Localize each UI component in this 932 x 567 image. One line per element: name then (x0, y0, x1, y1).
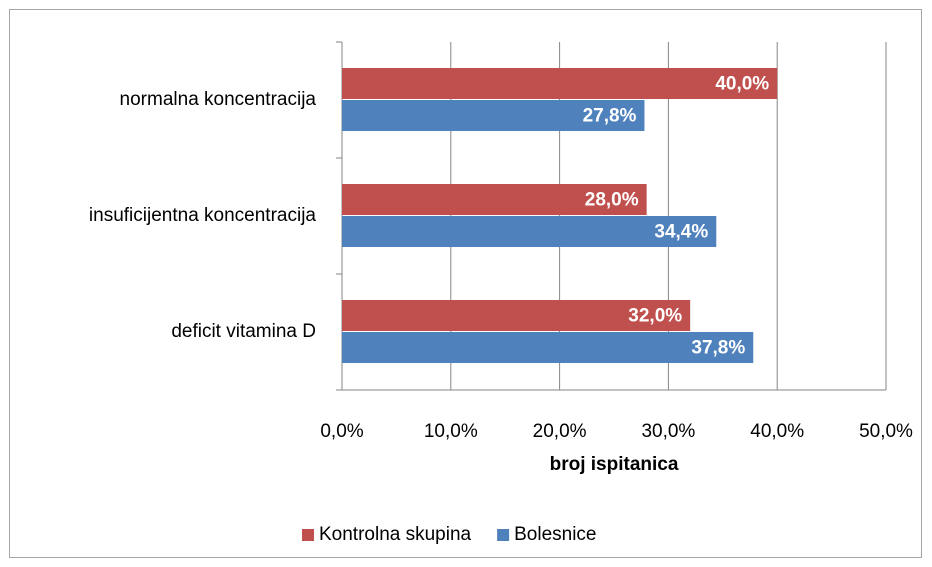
y-tick-label: deficit vitamina D (171, 321, 316, 342)
y-tick-label: normalna koncentracija (120, 89, 317, 110)
y-tick-label: insuficijentna koncentracija (89, 205, 317, 226)
x-tick-label: 50,0% (859, 421, 913, 442)
value-label: 40,0% (715, 74, 769, 95)
x-tick-label: 40,0% (750, 421, 804, 442)
bar (342, 216, 717, 247)
x-tick-label: 30,0% (641, 421, 695, 442)
bar (342, 184, 647, 215)
bar (342, 300, 691, 331)
x-axis-label: broj ispitanica (550, 454, 679, 475)
value-label: 28,0% (585, 190, 639, 211)
x-tick-label: 20,0% (533, 421, 587, 442)
x-tick-label: 0,0% (320, 421, 363, 442)
x-tick-label: 10,0% (424, 421, 478, 442)
legend-label: Kontrolna skupina (319, 524, 472, 545)
value-label: 32,0% (628, 306, 682, 327)
bar (342, 332, 754, 363)
value-label: 37,8% (691, 338, 745, 359)
value-label: 27,8% (583, 106, 637, 127)
legend-swatch (302, 529, 314, 541)
bar (342, 68, 778, 99)
legend-swatch (497, 529, 510, 541)
bar (342, 100, 645, 131)
legend-label: Bolesnice (514, 524, 596, 545)
value-label: 34,4% (654, 222, 708, 243)
